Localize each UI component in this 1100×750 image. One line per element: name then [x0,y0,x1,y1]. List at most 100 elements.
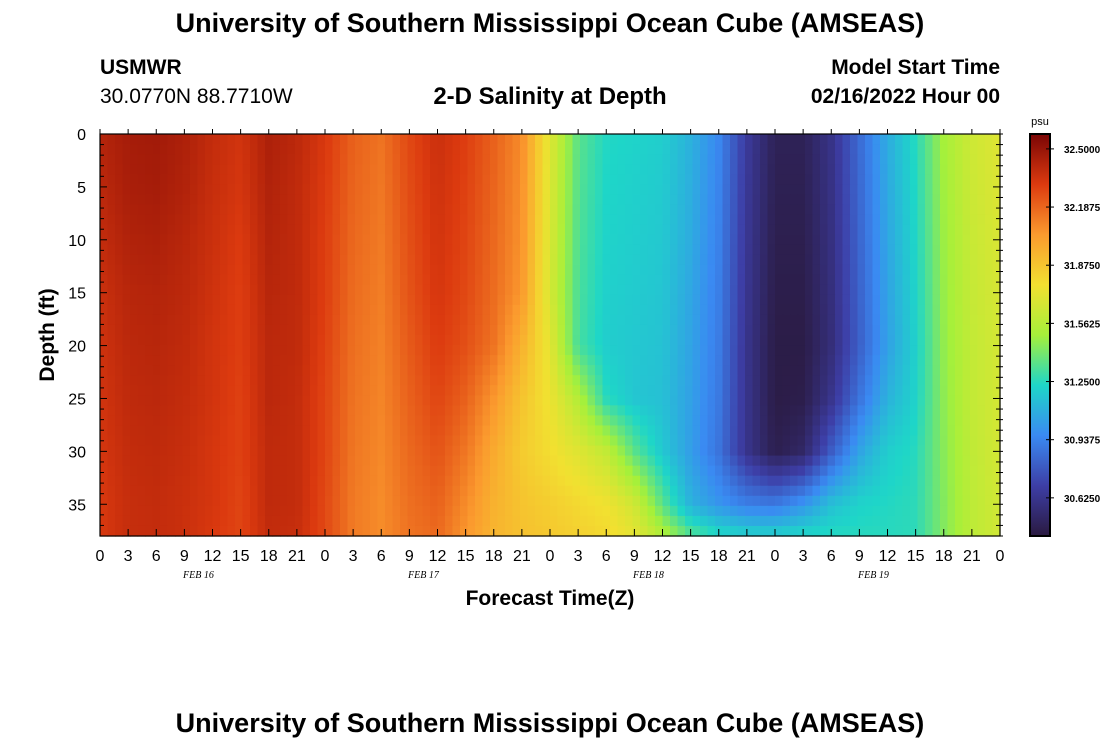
heatmap-cell [580,335,589,346]
heatmap-cell [940,405,949,416]
heatmap-cell [760,355,769,366]
heatmap-cell [362,435,371,447]
heatmap-cell [745,134,754,145]
heatmap-cell [595,335,604,346]
heatmap-cell [707,164,716,175]
heatmap-cell [535,174,544,185]
heatmap-cell [460,274,469,286]
heatmap-cell [520,154,529,165]
heatmap-cell [947,314,956,326]
heatmap-cell [872,375,881,386]
heatmap-cell [392,154,401,165]
heatmap-cell [340,184,349,195]
heatmap-cell [955,144,964,155]
heatmap-cell [497,525,506,537]
heatmap-cell [670,134,679,145]
heatmap-cell [662,154,671,165]
heatmap-cell [445,164,454,175]
heatmap-cell [730,234,739,246]
heatmap-cell [827,264,836,276]
heatmap-cell [932,324,941,336]
heatmap-cell [182,224,191,236]
heatmap-cell [850,335,859,346]
heatmap-cell [527,154,536,165]
heatmap-cell [167,194,176,205]
heatmap-cell [152,515,161,527]
heatmap-cell [257,435,266,447]
heatmap-cell [677,525,686,537]
heatmap-cell [820,174,829,185]
heatmap-cell [377,184,386,195]
heatmap-cell [160,355,169,366]
heatmap-cell [122,284,131,296]
heatmap-cell [692,224,701,236]
heatmap-cell [467,164,476,175]
heatmap-cell [272,445,281,457]
heatmap-cell [400,214,409,226]
heatmap-cell [377,284,386,296]
heatmap-cell [947,335,956,346]
heatmap-cell [190,194,199,205]
heatmap-cell [137,475,146,487]
x-tick-label: 18 [710,548,728,565]
heatmap-cell [167,385,176,396]
heatmap-cell [317,465,326,477]
heatmap-cell [482,455,491,467]
heatmap-cell [145,264,154,276]
heatmap-cell [385,515,394,527]
heatmap-cell [520,204,529,215]
heatmap-cell [947,204,956,215]
heatmap-cell [610,204,619,215]
x-tick-label: 15 [232,548,250,565]
heatmap-cell [565,435,574,447]
heatmap-cell [310,324,319,336]
heatmap-cell [437,385,446,396]
heatmap-cell [677,134,686,145]
heatmap-cell [227,154,236,165]
heatmap-cell [790,485,799,497]
heatmap-cell [925,134,934,145]
heatmap-cell [767,154,776,165]
heatmap-cell [490,515,499,527]
heatmap-cell [685,284,694,296]
heatmap-cell [625,355,634,366]
heatmap-cell [437,214,446,226]
heatmap-cell [400,395,409,406]
heatmap-cell [512,435,521,447]
heatmap-cell [295,505,304,517]
heatmap-cell [550,174,559,185]
heatmap-cell [467,395,476,406]
heatmap-cell [182,465,191,477]
heatmap-cell [782,385,791,396]
heatmap-cell [625,134,634,145]
heatmap-cell [220,425,229,437]
heatmap-cell [137,164,146,175]
heatmap-cell [460,134,469,145]
heatmap-cell [565,415,574,427]
heatmap-cell [227,425,236,437]
heatmap-cell [970,214,979,226]
heatmap-cell [587,365,596,376]
heatmap-cell [692,274,701,286]
heatmap-cell [175,465,184,477]
heatmap-cell [932,194,941,205]
heatmap-cell [145,365,154,376]
heatmap-cell [647,294,656,306]
heatmap-cell [775,485,784,497]
heatmap-cell [505,324,514,336]
heatmap-cell [857,525,866,537]
heatmap-cell [632,425,641,437]
heatmap-cell [340,445,349,457]
heatmap-cell [970,335,979,346]
heatmap-cell [640,385,649,396]
heatmap-cell [865,405,874,416]
heatmap-cell [385,194,394,205]
heatmap-cell [265,184,274,195]
heatmap-cell [677,294,686,306]
heatmap-cell [992,214,1001,226]
heatmap-cell [902,224,911,236]
heatmap-cell [692,134,701,145]
heatmap-cell [752,445,761,457]
heatmap-cell [182,284,191,296]
heatmap-cell [257,174,266,185]
